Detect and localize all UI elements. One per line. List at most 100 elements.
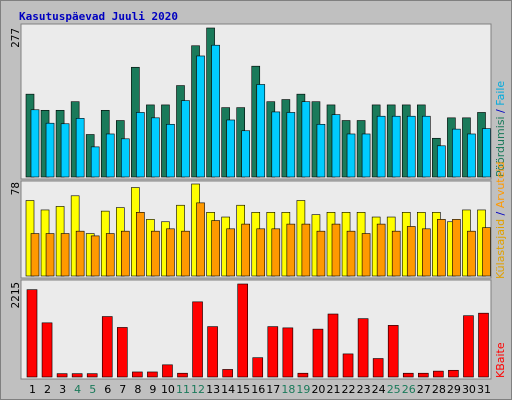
bar-faile (406, 115, 416, 178)
bottom-panel-max-label: 2215 (9, 282, 22, 309)
bar-kbytes (448, 369, 459, 378)
bar-arvuteid (467, 230, 476, 277)
day-label: 7 (119, 383, 126, 396)
bar-arvuteid (181, 230, 190, 277)
legend-pageviews: Pöördumisi (494, 116, 507, 177)
bar-faile (271, 111, 281, 178)
day-label: 3 (59, 383, 66, 396)
legend-visits: Külastajaid (494, 219, 507, 279)
bar-kbytes (342, 353, 354, 378)
bar-kbytes (222, 369, 233, 378)
bar-faile (361, 133, 371, 178)
bar-faile (437, 145, 446, 178)
bar-kbytes (372, 358, 384, 378)
day-label: 19 (296, 383, 310, 396)
day-label: 8 (134, 383, 141, 396)
middle-panel-bars (25, 183, 491, 277)
bar-kbytes (71, 373, 83, 378)
bar-kbytes (147, 371, 158, 378)
legend-middle: Külastajaid / Arvuteid (494, 162, 507, 279)
day-label: 31 (477, 383, 491, 396)
day-label: 4 (74, 383, 81, 396)
bar-faile (90, 146, 100, 178)
bar-kbytes (402, 372, 414, 378)
day-label: 30 (462, 383, 476, 396)
bar-faile (286, 112, 296, 178)
bar-arvuteid (196, 202, 205, 277)
bar-faile (391, 115, 401, 178)
bar-kbytes (433, 370, 444, 378)
bar-faile (452, 128, 461, 178)
day-label: 26 (402, 383, 416, 396)
bar-arvuteid (437, 219, 446, 277)
bar-faile (211, 44, 220, 178)
day-label: 28 (432, 383, 446, 396)
day-label: 25 (387, 383, 401, 396)
bar-arvuteid (75, 230, 85, 277)
day-label: 10 (161, 383, 175, 396)
bar-kbytes (478, 312, 489, 378)
bar-kbytes (207, 326, 218, 378)
bar-faile (60, 123, 70, 178)
top-panel-bars (25, 27, 491, 178)
day-label: 23 (357, 383, 371, 396)
bar-arvuteid (346, 230, 356, 277)
bar-faile (256, 84, 266, 178)
bar-faile (482, 128, 491, 178)
bar-faile (166, 123, 175, 178)
legend-separator: / (494, 109, 507, 113)
bar-kbytes (56, 373, 68, 378)
day-label: 22 (342, 383, 356, 396)
bar-arvuteid (121, 230, 130, 277)
bar-faile (121, 138, 130, 178)
bar-faile (45, 122, 55, 178)
bar-kbytes (41, 322, 53, 378)
bar-arvuteid (316, 230, 326, 277)
bar-arvuteid (271, 228, 281, 277)
bar-arvuteid (60, 233, 70, 277)
bar-kbytes (327, 313, 339, 378)
bar-kbytes (417, 372, 429, 378)
day-label: 29 (447, 383, 461, 396)
bar-arvuteid (151, 230, 160, 277)
bar-faile (196, 55, 205, 178)
bar-faile (181, 100, 190, 178)
bar-arvuteid (136, 212, 145, 277)
day-labels: 1 2 3 4 5 6 7 8 9 10 11 12 13 14 15 16 17 18 19 20 21 22 23 24 2… (29, 383, 491, 396)
bar-kbytes (192, 301, 203, 378)
bar-faile (376, 115, 386, 178)
day-label: 27 (417, 383, 431, 396)
day-label: 15 (236, 383, 250, 396)
day-label: 13 (206, 383, 220, 396)
bar-kbytes (237, 283, 248, 378)
day-label: 14 (221, 383, 235, 396)
bar-kbytes (387, 325, 399, 378)
bar-arvuteid (452, 219, 461, 277)
bar-arvuteid (226, 228, 235, 277)
bar-arvuteid (331, 223, 341, 277)
bar-arvuteid (241, 223, 250, 277)
day-label: 11 (176, 383, 190, 396)
day-label: 6 (104, 383, 111, 396)
bar-arvuteid (256, 228, 266, 277)
bar-faile (226, 119, 235, 178)
bar-faile (421, 115, 431, 178)
bar-arvuteid (301, 223, 311, 277)
bar-arvuteid (105, 233, 115, 277)
bar-arvuteid (391, 230, 401, 277)
bar-arvuteid (286, 223, 296, 277)
day-label: 24 (372, 383, 386, 396)
bar-faile (241, 130, 250, 178)
day-label: 2 (44, 383, 51, 396)
legend-sites: Arvuteid (494, 162, 507, 209)
bar-faile (30, 109, 40, 178)
bar-arvuteid (45, 233, 55, 277)
bar-kbytes (312, 328, 324, 378)
bar-kbytes (101, 316, 113, 378)
legend-files: Faile (494, 81, 507, 106)
bar-arvuteid (166, 228, 175, 277)
bar-kbytes (282, 327, 294, 378)
bar-arvuteid (211, 220, 220, 277)
